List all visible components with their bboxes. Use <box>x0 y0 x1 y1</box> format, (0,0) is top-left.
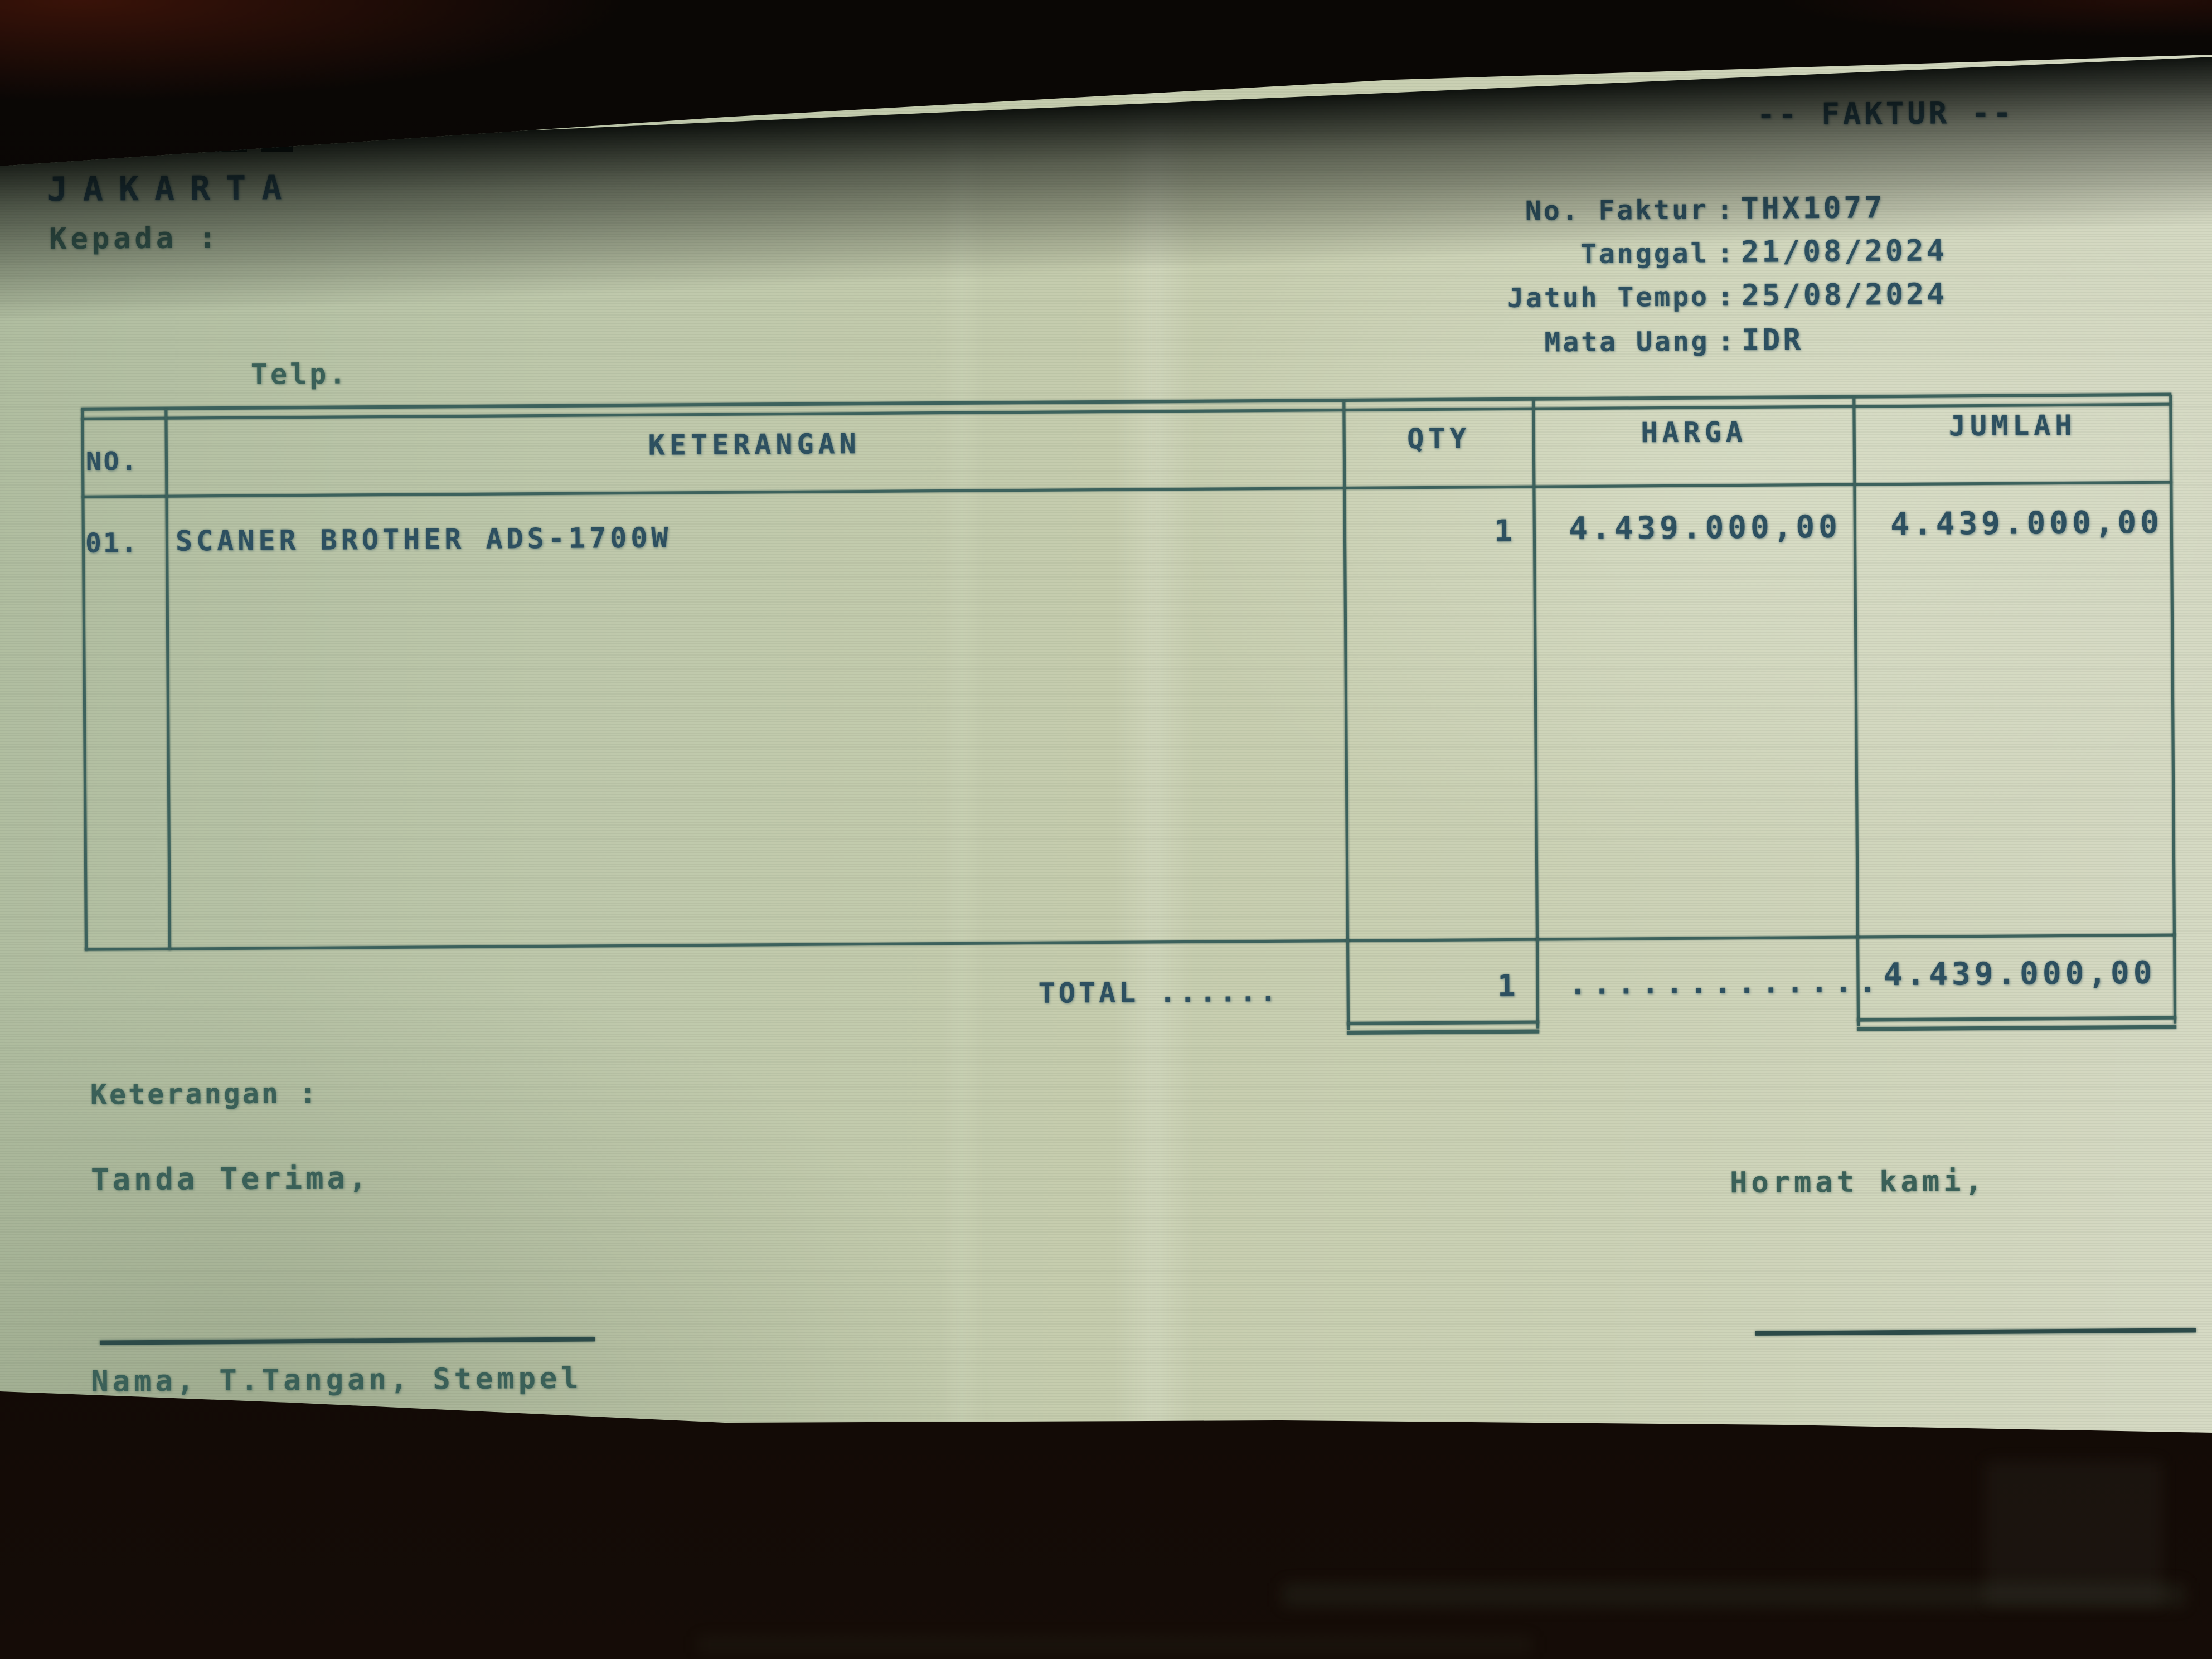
total-jumlah-box-right <box>2172 933 2177 1024</box>
tanda-terima-label: Tanda Terima, <box>90 1160 370 1197</box>
col-divider-no <box>164 409 172 950</box>
meta-row-mata-uang: Mata Uang : IDR <box>1440 320 2199 359</box>
meta-separator: : <box>1717 326 1734 357</box>
header-harga: HARGA <box>1641 415 1748 449</box>
col-divider-qty <box>1532 399 1539 941</box>
total-label: TOTAL ...... <box>1038 975 1280 1010</box>
bottom-reflection-streak <box>1282 1583 2185 1607</box>
meta-separator: : <box>1717 281 1734 313</box>
total-qty-box-underline-1 <box>1347 1020 1540 1025</box>
table-border-right <box>2169 395 2176 937</box>
top-right-maroon-tint <box>1432 0 2212 67</box>
row-harga: 4.439.000,00 <box>1569 508 1842 547</box>
row-keterangan: SCANER BROTHER ADS-1700W <box>175 521 672 557</box>
bottom-reflection-streak <box>697 1636 1533 1653</box>
total-qty-box-underline-2 <box>1347 1029 1540 1035</box>
meta-row-jatuh-tempo: Jatuh Tempo : 25/08/2024 <box>1440 275 2199 314</box>
total-jumlah: 4.439.000,00 <box>1883 954 2156 993</box>
row-no: 01. <box>85 527 139 559</box>
right-signature-line <box>1755 1328 2196 1336</box>
header-no: NO. <box>85 446 139 477</box>
jatuh-tempo-value: 25/08/2024 <box>1741 277 1948 313</box>
table-header-separator <box>81 481 2172 498</box>
header-jumlah: JUMLAH <box>1948 409 2077 443</box>
left-signature-line <box>99 1337 595 1345</box>
table-bottom-border <box>85 933 2175 951</box>
paper-crease-light-band <box>937 55 987 1433</box>
total-qty: 1 <box>1497 968 1516 1004</box>
col-divider-harga <box>1852 397 1860 939</box>
table-top-border-outer <box>81 392 2172 411</box>
hormat-kami-label: Hormat kami, <box>1729 1164 1986 1200</box>
table-border-left <box>81 409 88 951</box>
col-divider-keterangan <box>1342 400 1350 942</box>
telp-label: Telp. <box>250 357 349 391</box>
row-jumlah: 4.439.000,00 <box>1890 504 2164 543</box>
row-qty: 1 <box>1494 513 1513 549</box>
total-qty-box-right <box>1535 938 1540 1029</box>
total-harga-dots: ............. <box>1569 966 1883 1002</box>
total-jumlah-box-underline-2 <box>1857 1025 2177 1031</box>
nama-ttangan-stempel-label: Nama, T.Tangan, Stempel <box>91 1361 583 1399</box>
paper-crease-light-band <box>1112 55 1196 1433</box>
right-edge-reflection <box>1985 1461 2163 1605</box>
total-jumlah-box-underline-1 <box>1857 1016 2177 1022</box>
header-keterangan: KETERANGAN <box>648 428 861 462</box>
keterangan-label: Keterangan : <box>90 1076 319 1111</box>
mata-uang-label: Mata Uang <box>1544 326 1710 358</box>
jatuh-tempo-label: Jatuh Tempo <box>1507 281 1710 314</box>
header-qty: QTY <box>1406 422 1471 455</box>
mata-uang-value: IDR <box>1742 323 1804 358</box>
